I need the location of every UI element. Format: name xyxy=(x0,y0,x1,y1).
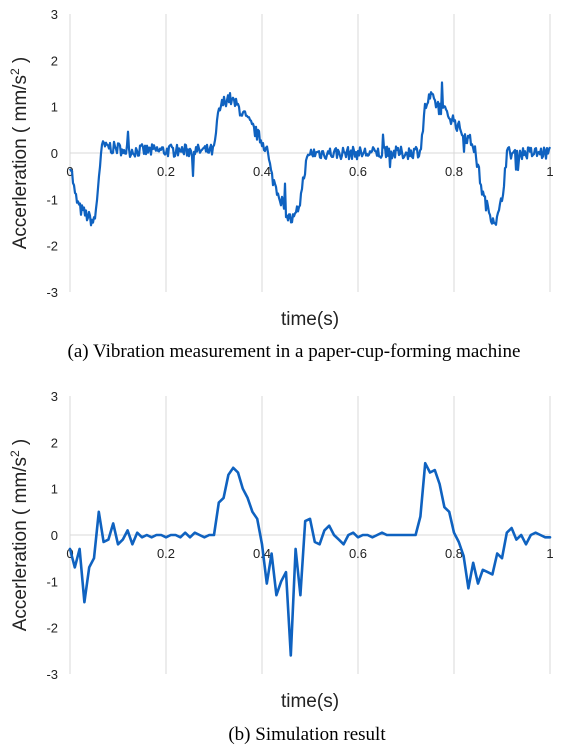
chart-a-ytick: -2 xyxy=(46,239,58,254)
chart-b-xtick: 0.2 xyxy=(157,546,175,561)
chart-a-ytick: -1 xyxy=(46,192,58,207)
chart-b-ytick: 2 xyxy=(51,435,58,450)
chart-b-ylabel: Accerleration ( mm/s2 ) xyxy=(8,439,31,632)
chart-a-ytick: -3 xyxy=(46,285,58,300)
chart-b-xtick: 1 xyxy=(546,546,553,561)
chart-b-ytick: 3 xyxy=(51,389,58,404)
chart-b-series-line xyxy=(68,461,552,657)
chart-a-xtick: 0.6 xyxy=(349,164,367,179)
chart-a-ytick: 3 xyxy=(51,7,58,22)
chart-b-ytick: 1 xyxy=(51,482,58,497)
chart-a-caption: (a) Vibration measurement in a paper-cup… xyxy=(68,341,521,362)
chart-b-xtick: 0.8 xyxy=(445,546,463,561)
chart-b-ytick: -3 xyxy=(46,667,58,682)
chart-a-xtick: 0.4 xyxy=(253,164,271,179)
chart-a-ytick: 0 xyxy=(51,146,58,161)
chart-b-caption: (b) Simulation result xyxy=(228,724,386,745)
chart-a-ytick: 1 xyxy=(51,100,58,115)
chart-b-xtick: 0.6 xyxy=(349,546,367,561)
chart-b-ytick: -2 xyxy=(46,621,58,636)
chart-b-xlabel: time(s) xyxy=(281,691,339,712)
chart-b-ytick: -1 xyxy=(46,574,58,589)
chart-a-xtick: 0 xyxy=(66,164,73,179)
chart-a-xtick: 1 xyxy=(546,164,553,179)
chart-b-ytick: 0 xyxy=(51,528,58,543)
chart-a-ytick: 2 xyxy=(51,53,58,68)
chart-a-xtick: 0.2 xyxy=(157,164,175,179)
chart-a: 3 2 1 0 -1 -2 -3 0 0.2 0.4 0.6 0.8 1 time(s) Accerlera… xyxy=(8,7,554,330)
chart-a-ylabel: Accerleration ( mm/s2 ) xyxy=(8,57,31,250)
chart-a-xtick: 0.8 xyxy=(445,164,463,179)
chart-a-xlabel: time(s) xyxy=(281,309,339,330)
chart-a-series-line xyxy=(69,81,552,227)
